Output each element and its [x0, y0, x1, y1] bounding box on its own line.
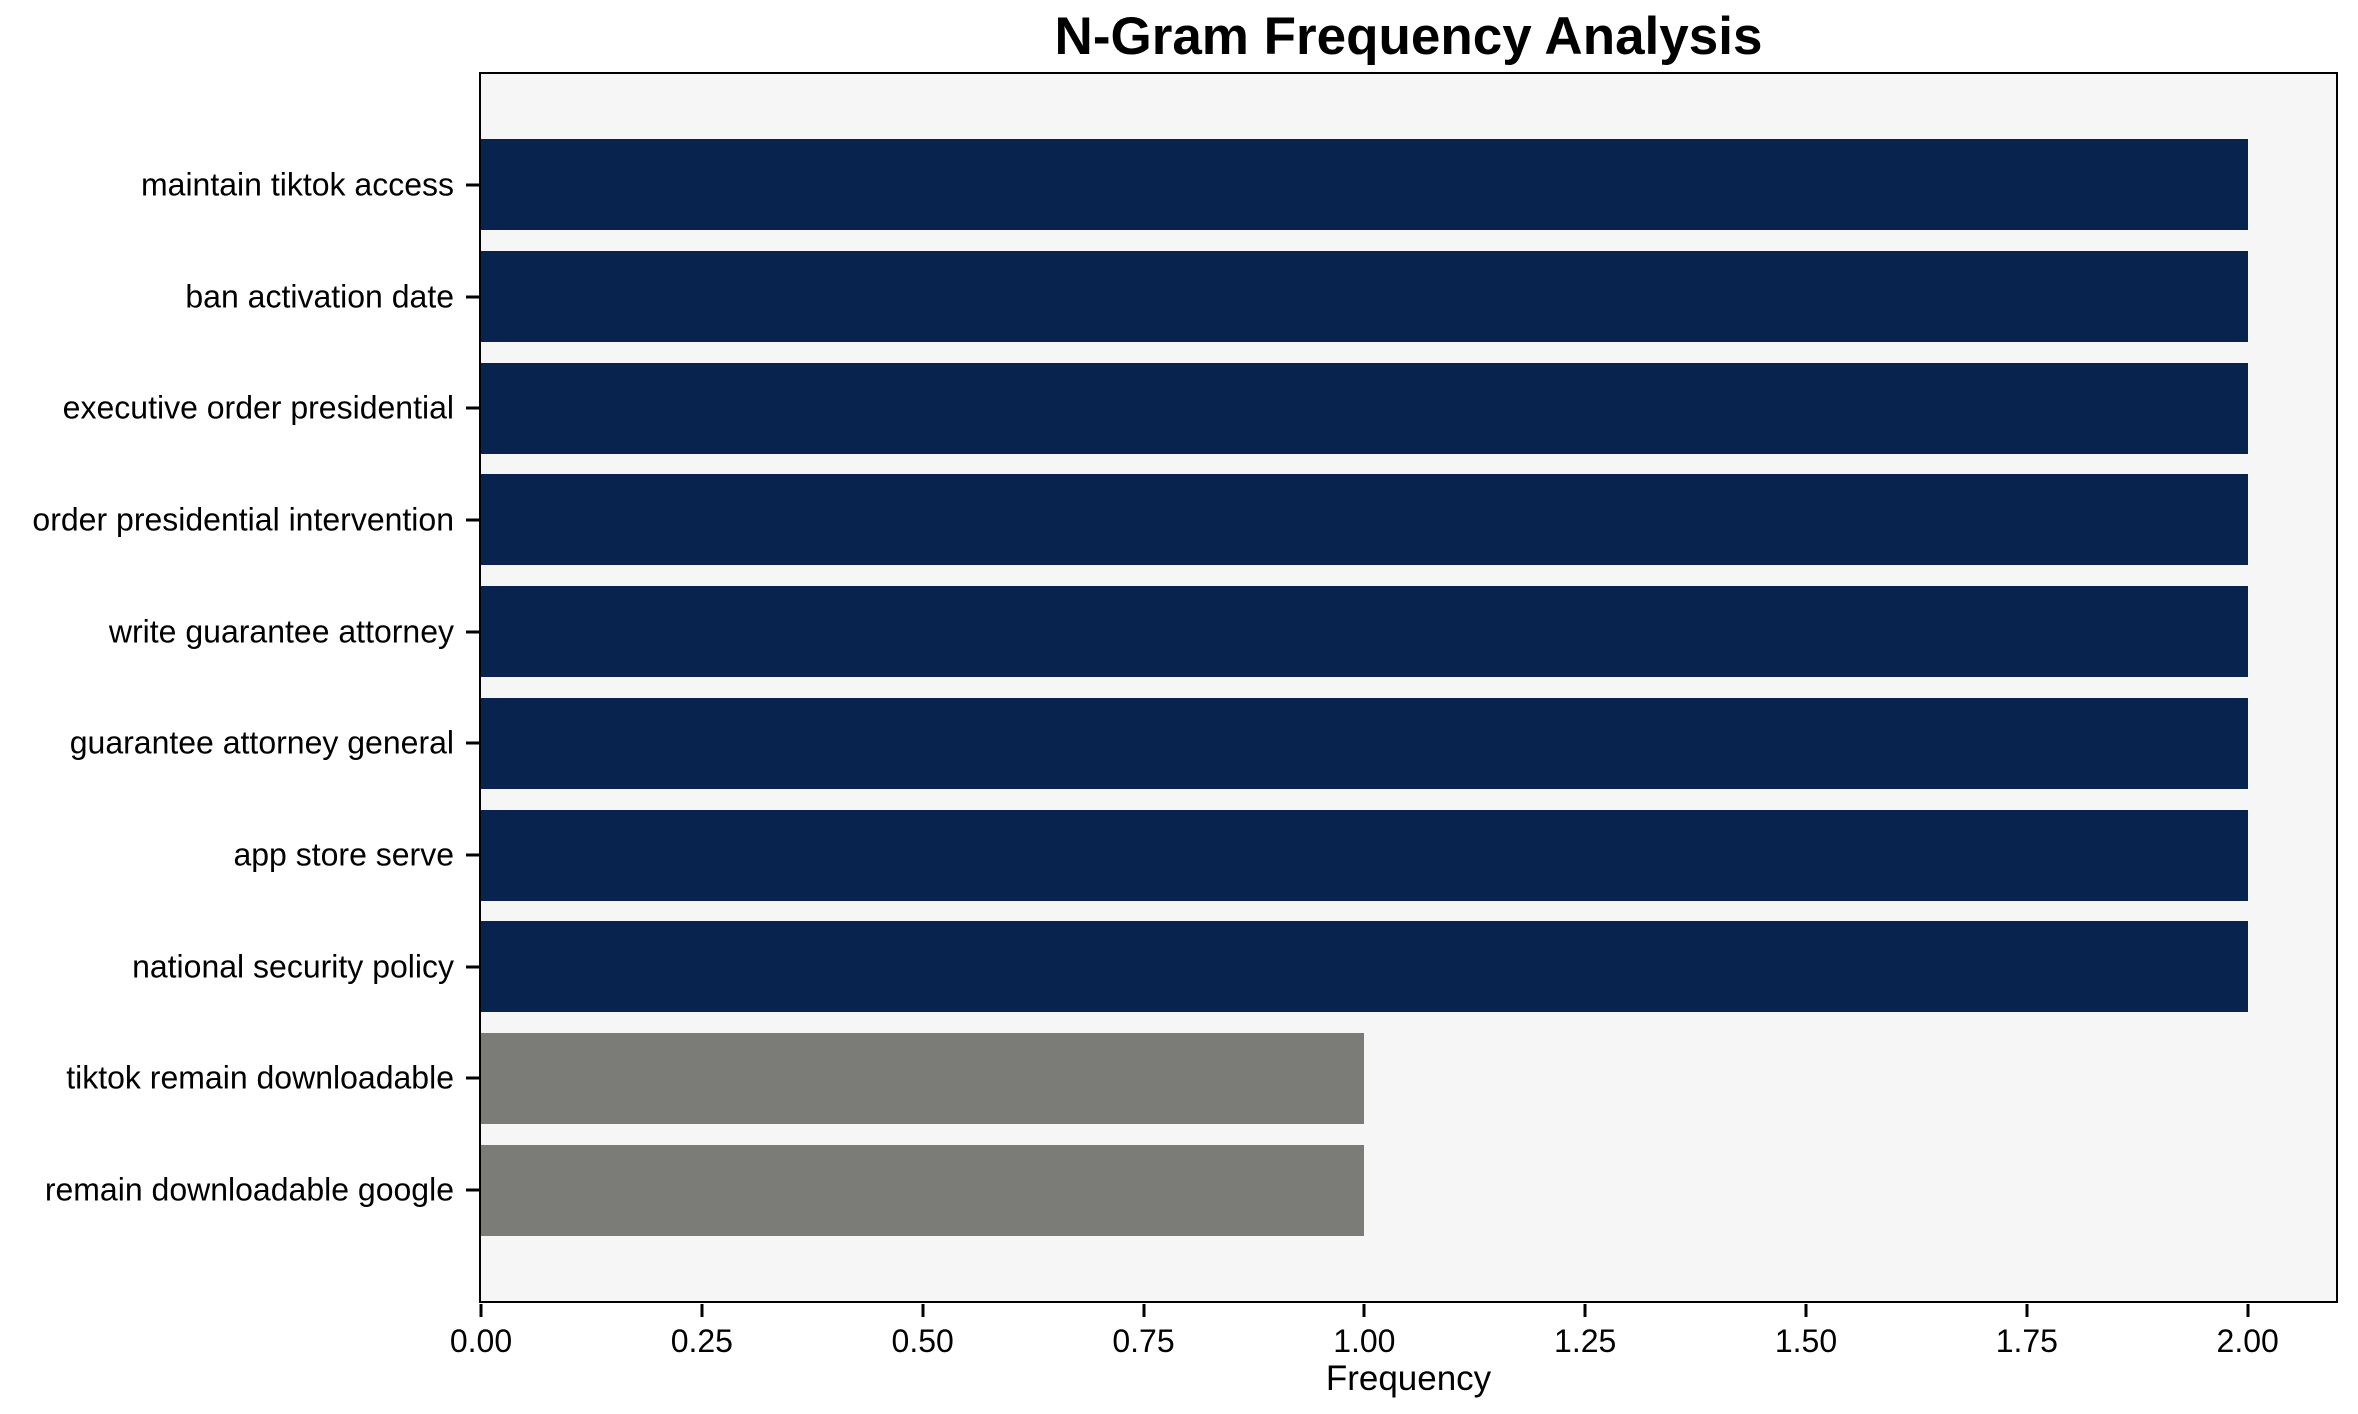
bars-container: maintain tiktok access ban activation dat… [32, 74, 2336, 1301]
bar [481, 1032, 1365, 1124]
y-tick-mark [465, 295, 479, 299]
bar-row: tiktok remain downloadable [66, 1023, 2336, 1135]
x-tick-mark [700, 1303, 704, 1317]
y-tick-mark [465, 518, 479, 522]
y-tick-mark [465, 1076, 479, 1080]
y-tick-mark [465, 1188, 479, 1192]
x-tick-mark [1583, 1303, 1587, 1317]
y-tick-mark [465, 741, 479, 745]
x-tick-label: 0.25 [670, 1323, 733, 1359]
x-tick-label: 1.00 [1333, 1323, 1396, 1359]
x-tick-mark [2246, 1303, 2250, 1317]
y-tick-label: maintain tiktok access [140, 166, 454, 203]
y-tick-label: order presidential intervention [32, 501, 454, 538]
bar-row: executive order presidential [63, 352, 2336, 464]
bar [481, 921, 2248, 1013]
x-tick-mark [921, 1303, 925, 1317]
bar [481, 474, 2248, 566]
x-tick-mark [1142, 1303, 1145, 1317]
x-tick-label: 0.00 [449, 1323, 513, 1359]
y-tick-label: guarantee attorney general [69, 724, 454, 761]
y-tick-label: remain downloadable google [44, 1171, 454, 1208]
y-tick-mark [465, 853, 479, 857]
bar-row: remain downloadable google [45, 1134, 2336, 1246]
x-tick-mark [2025, 1303, 2029, 1317]
bar [481, 697, 2248, 789]
x-tick-label: 1.75 [1995, 1323, 2058, 1359]
x-tick-label: 0.75 [1112, 1323, 1175, 1359]
bar-row: write guarantee attorney [109, 576, 2336, 688]
bar [481, 362, 2248, 454]
x-tick-mark [1362, 1303, 1366, 1317]
bar-row: ban activation date [185, 241, 2336, 353]
y-tick-label: write guarantee attorney [108, 613, 454, 650]
bar [481, 586, 2248, 678]
bar [481, 139, 2248, 231]
x-tick-label: 0.50 [891, 1323, 954, 1359]
x-tick-label: 1.50 [1774, 1323, 1838, 1359]
y-tick-label: tiktok remain downloadable [66, 1059, 454, 1096]
x-axis-label: Frequency [1325, 1359, 1492, 1398]
y-tick-label: national security policy [132, 948, 454, 985]
chart-title: N-Gram Frequency Analysis [1054, 7, 1763, 66]
bar [481, 809, 2248, 901]
x-tick-label: 1.25 [1554, 1323, 1617, 1359]
plot-area: maintain tiktok access ban activation dat… [32, 72, 2338, 1398]
y-tick-mark [465, 630, 479, 634]
bar-row: national security policy [132, 911, 2336, 1023]
y-tick-label: app store serve [233, 836, 454, 873]
x-tick-label: 2.00 [2216, 1323, 2279, 1359]
y-tick-mark [465, 183, 479, 187]
y-tick-mark [465, 406, 479, 410]
y-tick-label: executive order presidential [62, 389, 454, 426]
bar-row: maintain tiktok access [141, 129, 2336, 241]
y-tick-mark [465, 965, 479, 969]
y-tick-label: ban activation date [185, 278, 454, 315]
x-tick-mark [1804, 1303, 1808, 1317]
bar-row: order presidential intervention [32, 464, 2336, 576]
bar-row: guarantee attorney general [70, 688, 2336, 800]
bar [481, 251, 2248, 343]
bar-row: app store serve [233, 799, 2336, 911]
bar [481, 1144, 1365, 1236]
x-tick-mark [479, 1303, 483, 1317]
